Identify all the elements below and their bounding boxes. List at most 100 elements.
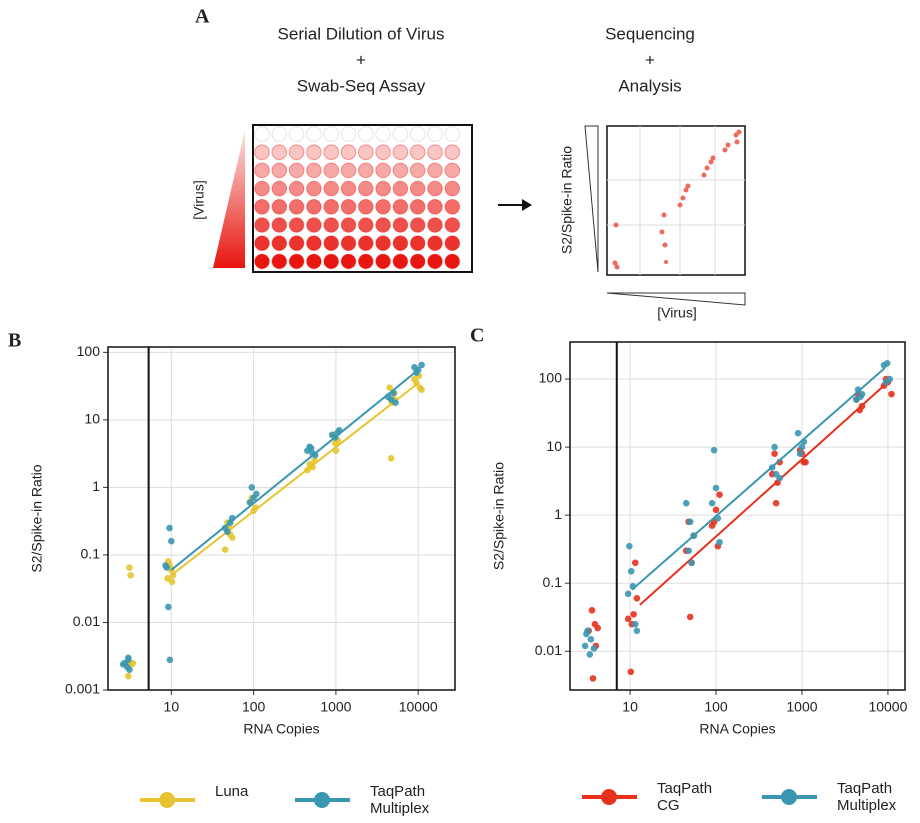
well	[254, 217, 270, 233]
point	[418, 386, 425, 393]
well	[323, 144, 340, 160]
point	[883, 360, 891, 367]
well	[427, 217, 443, 233]
point	[253, 490, 260, 498]
well	[358, 162, 374, 179]
fit-line	[170, 382, 419, 577]
mini-grid	[607, 126, 745, 275]
point	[589, 675, 597, 682]
well	[271, 126, 288, 142]
well	[288, 217, 305, 233]
well	[340, 199, 357, 215]
y-tick-label: 0.1	[543, 574, 563, 590]
well	[392, 253, 409, 270]
point	[581, 642, 589, 650]
well	[323, 162, 340, 179]
well	[271, 144, 288, 160]
well	[392, 199, 409, 215]
well	[358, 180, 374, 197]
y-tick-label: 0.01	[535, 642, 562, 658]
title-line: Sequencing	[605, 24, 695, 43]
well	[375, 199, 391, 215]
point	[631, 559, 639, 567]
well	[358, 235, 374, 251]
well	[358, 217, 374, 233]
well	[444, 180, 461, 197]
well	[288, 126, 305, 142]
well	[323, 199, 340, 215]
well	[254, 162, 270, 179]
point	[168, 537, 175, 545]
well	[288, 235, 305, 251]
x-axis-label: RNA Copies	[243, 721, 319, 737]
point	[127, 571, 134, 579]
point	[224, 528, 231, 536]
point	[594, 624, 601, 632]
well	[427, 180, 443, 197]
well	[392, 126, 409, 142]
point	[386, 384, 393, 391]
well	[254, 253, 270, 270]
legend-label: TaqPath Multiplex	[370, 783, 430, 817]
point	[221, 546, 229, 553]
point	[626, 542, 633, 550]
point	[583, 630, 590, 638]
point	[165, 603, 172, 611]
x-tick-label: 100	[704, 699, 728, 715]
axis-triangle	[606, 292, 746, 306]
well	[375, 235, 391, 251]
point	[688, 559, 695, 567]
title-line: +	[645, 50, 655, 69]
panel-label: A	[195, 6, 210, 28]
well	[288, 253, 305, 270]
point	[794, 429, 802, 437]
y-tick-label: 0.01	[73, 613, 100, 629]
fit-line	[170, 369, 419, 571]
well	[444, 144, 461, 160]
well	[427, 199, 443, 215]
point	[166, 656, 174, 664]
legend-swatch-dot	[781, 789, 797, 805]
well	[444, 199, 461, 215]
well	[409, 126, 426, 142]
point	[712, 484, 720, 492]
point	[387, 454, 395, 462]
well	[254, 180, 270, 197]
point	[882, 378, 890, 386]
title-line: Swab-Seq Assay	[297, 76, 426, 95]
point	[586, 651, 594, 658]
well	[375, 162, 391, 179]
well	[271, 253, 288, 270]
point	[685, 547, 692, 555]
point	[712, 506, 720, 514]
title-line: Analysis	[618, 76, 681, 95]
well	[340, 180, 357, 197]
title-line: Serial Dilution of Virus	[278, 24, 445, 43]
point	[633, 627, 641, 635]
well	[271, 180, 288, 197]
well	[288, 162, 305, 179]
well	[444, 217, 461, 233]
well	[271, 235, 288, 251]
point	[590, 645, 598, 652]
plate-axis-label: [Virus]	[191, 180, 207, 219]
well	[375, 180, 391, 197]
point	[796, 450, 804, 457]
point	[776, 474, 783, 482]
well	[288, 144, 305, 160]
point	[411, 375, 418, 383]
point	[119, 661, 127, 668]
well	[392, 180, 409, 197]
point	[166, 524, 173, 532]
point	[631, 620, 639, 628]
well	[358, 144, 374, 160]
point	[126, 564, 133, 571]
legend-swatch-dot	[159, 792, 175, 808]
well	[340, 162, 357, 179]
point	[307, 444, 315, 452]
well	[427, 253, 443, 270]
point	[587, 636, 595, 643]
well	[340, 126, 357, 142]
well	[444, 162, 461, 179]
